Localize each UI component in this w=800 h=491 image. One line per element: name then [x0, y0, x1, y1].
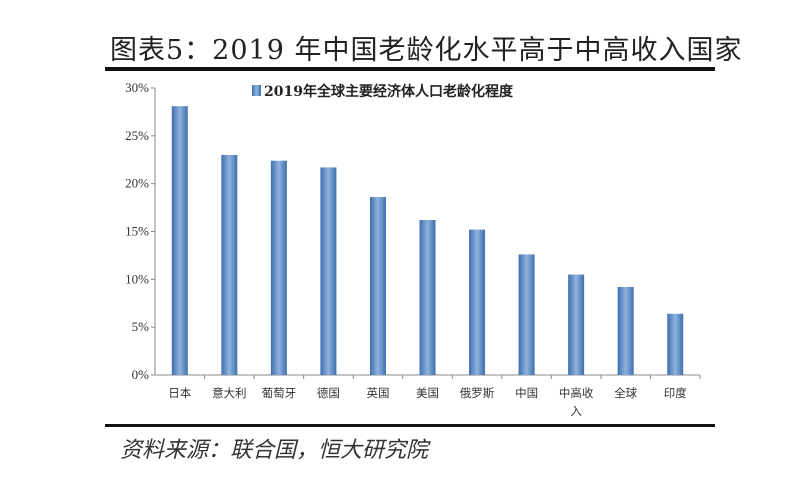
bar-中国 [518, 254, 535, 375]
x-tick-label: 日本 [168, 386, 191, 400]
y-tick-label: 15% [125, 224, 149, 239]
x-tick-label-wrap: 入 [570, 404, 582, 418]
x-tick-label: 印度 [664, 386, 687, 400]
figure-title: 图表5：2019 年中国老龄化水平高于中高收入国家 [110, 35, 743, 66]
legend-swatch [252, 85, 261, 96]
bar-美国 [419, 220, 436, 375]
bar-意大利 [221, 154, 238, 375]
source-note: 资料来源：联合国，恒大研究院 [120, 438, 429, 463]
x-tick-label: 意大利 [212, 386, 247, 400]
x-tick-label: 中国 [515, 386, 538, 400]
bar-全球 [617, 286, 634, 375]
y-tick-label: 20% [125, 176, 149, 191]
bar-英国 [369, 197, 386, 375]
legend-label: 2019年全球主要经济体人口老龄化程度 [264, 83, 514, 100]
x-tick-label: 全球 [614, 386, 637, 400]
bar-中高收入 [568, 274, 585, 375]
x-tick-label: 葡萄牙 [262, 386, 297, 400]
x-tick-label: 中高收 [559, 386, 594, 400]
bar-俄罗斯 [469, 229, 486, 375]
source-rule [105, 424, 715, 427]
x-tick-label: 美国 [416, 386, 439, 400]
y-tick-label: 0% [132, 367, 150, 382]
x-tick-label: 俄罗斯 [460, 386, 495, 400]
bar-葡萄牙 [270, 160, 287, 375]
y-tick-label: 25% [125, 128, 149, 143]
y-tick-label: 30% [125, 80, 149, 95]
bar-日本 [171, 106, 188, 375]
x-tick-label: 英国 [366, 386, 389, 400]
y-tick-label: 10% [125, 271, 149, 286]
bar-印度 [667, 313, 684, 375]
bar-德国 [320, 167, 337, 375]
x-tick-label: 德国 [317, 386, 340, 400]
legend: 2019年全球主要经济体人口老龄化程度 [252, 83, 514, 100]
title-rule [105, 67, 715, 71]
y-tick-label: 5% [132, 319, 150, 334]
